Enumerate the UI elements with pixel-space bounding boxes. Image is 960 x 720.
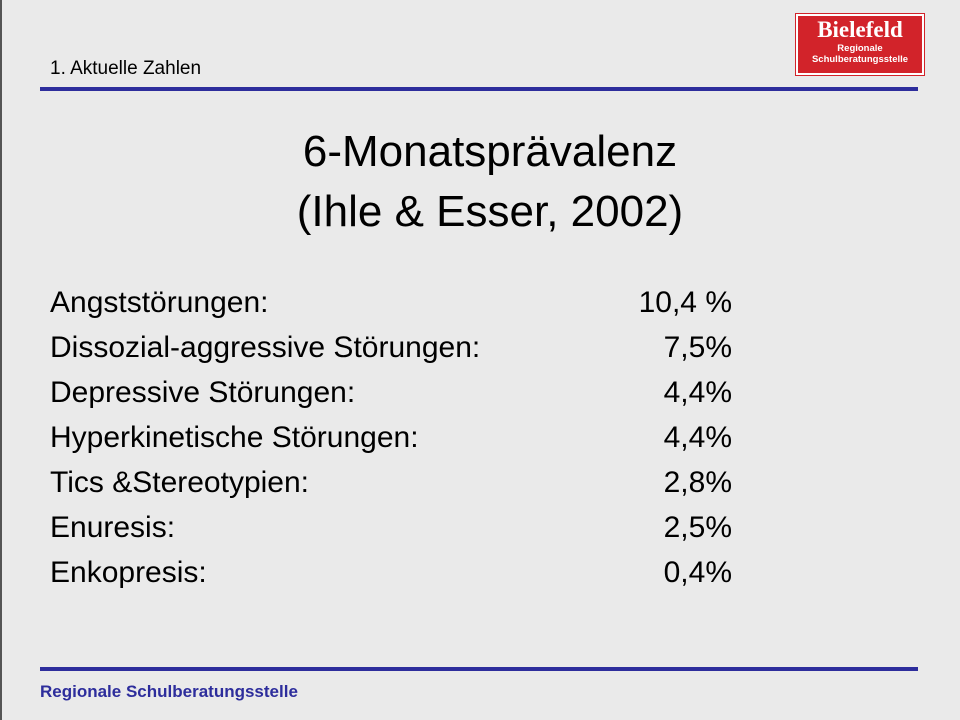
item-label: Hyperkinetische Störungen: [50,421,419,454]
item-value: 4,4% [663,421,732,454]
list-item: Enuresis: 2,5% [50,505,770,550]
item-value: 4,4% [663,376,732,409]
list-item: Enkopresis: 0,4% [50,550,770,595]
list-item: Depressive Störungen: 4,4% [50,370,770,415]
item-value: 10,4 % [638,286,732,319]
item-label: Enkopresis: [50,556,207,589]
item-label: Angststörungen: [50,286,269,319]
slide-title-line-2: (Ihle & Esser, 2002) [296,187,684,236]
footer-text: Regionale Schulberatungsstelle [40,682,298,701]
item-value: 7,5% [663,331,732,364]
item-label: Tics &Stereotypien: [50,466,309,499]
slide-left-border [0,0,2,720]
slide-title-line-1: 6-Monatsprävalenz [302,127,678,176]
prevalence-list: Angststörungen: 10,4 % Dissozial-aggress… [50,280,770,595]
logo-title: Bielefeld [817,17,903,42]
top-divider [40,87,918,91]
item-label: Depressive Störungen: [50,376,356,409]
item-value: 2,8% [663,466,732,499]
item-value: 0,4% [663,556,732,589]
logo-subtitle-1: Regionale [837,43,883,54]
list-item: Dissozial-aggressive Störungen: 7,5% [50,325,770,370]
logo-subtitle-2: Schulberatungsstelle [811,54,909,65]
bottom-divider [40,667,918,671]
item-label: Enuresis: [50,511,176,544]
slide-title: 6-Monatsprävalenz (Ihle & Esser, 2002) [0,122,960,242]
list-item: Hyperkinetische Störungen: 4,4% [50,415,770,460]
item-label: Dissozial-aggressive Störungen: [50,331,481,364]
list-item: Angststörungen: 10,4 % [50,280,770,325]
list-item: Tics &Stereotypien: 2,8% [50,460,770,505]
bielefeld-logo: Bielefeld Regionale Schulberatungsstelle [795,13,925,76]
item-value: 2,5% [663,511,732,544]
section-label: 1. Aktuelle Zahlen [50,58,202,79]
